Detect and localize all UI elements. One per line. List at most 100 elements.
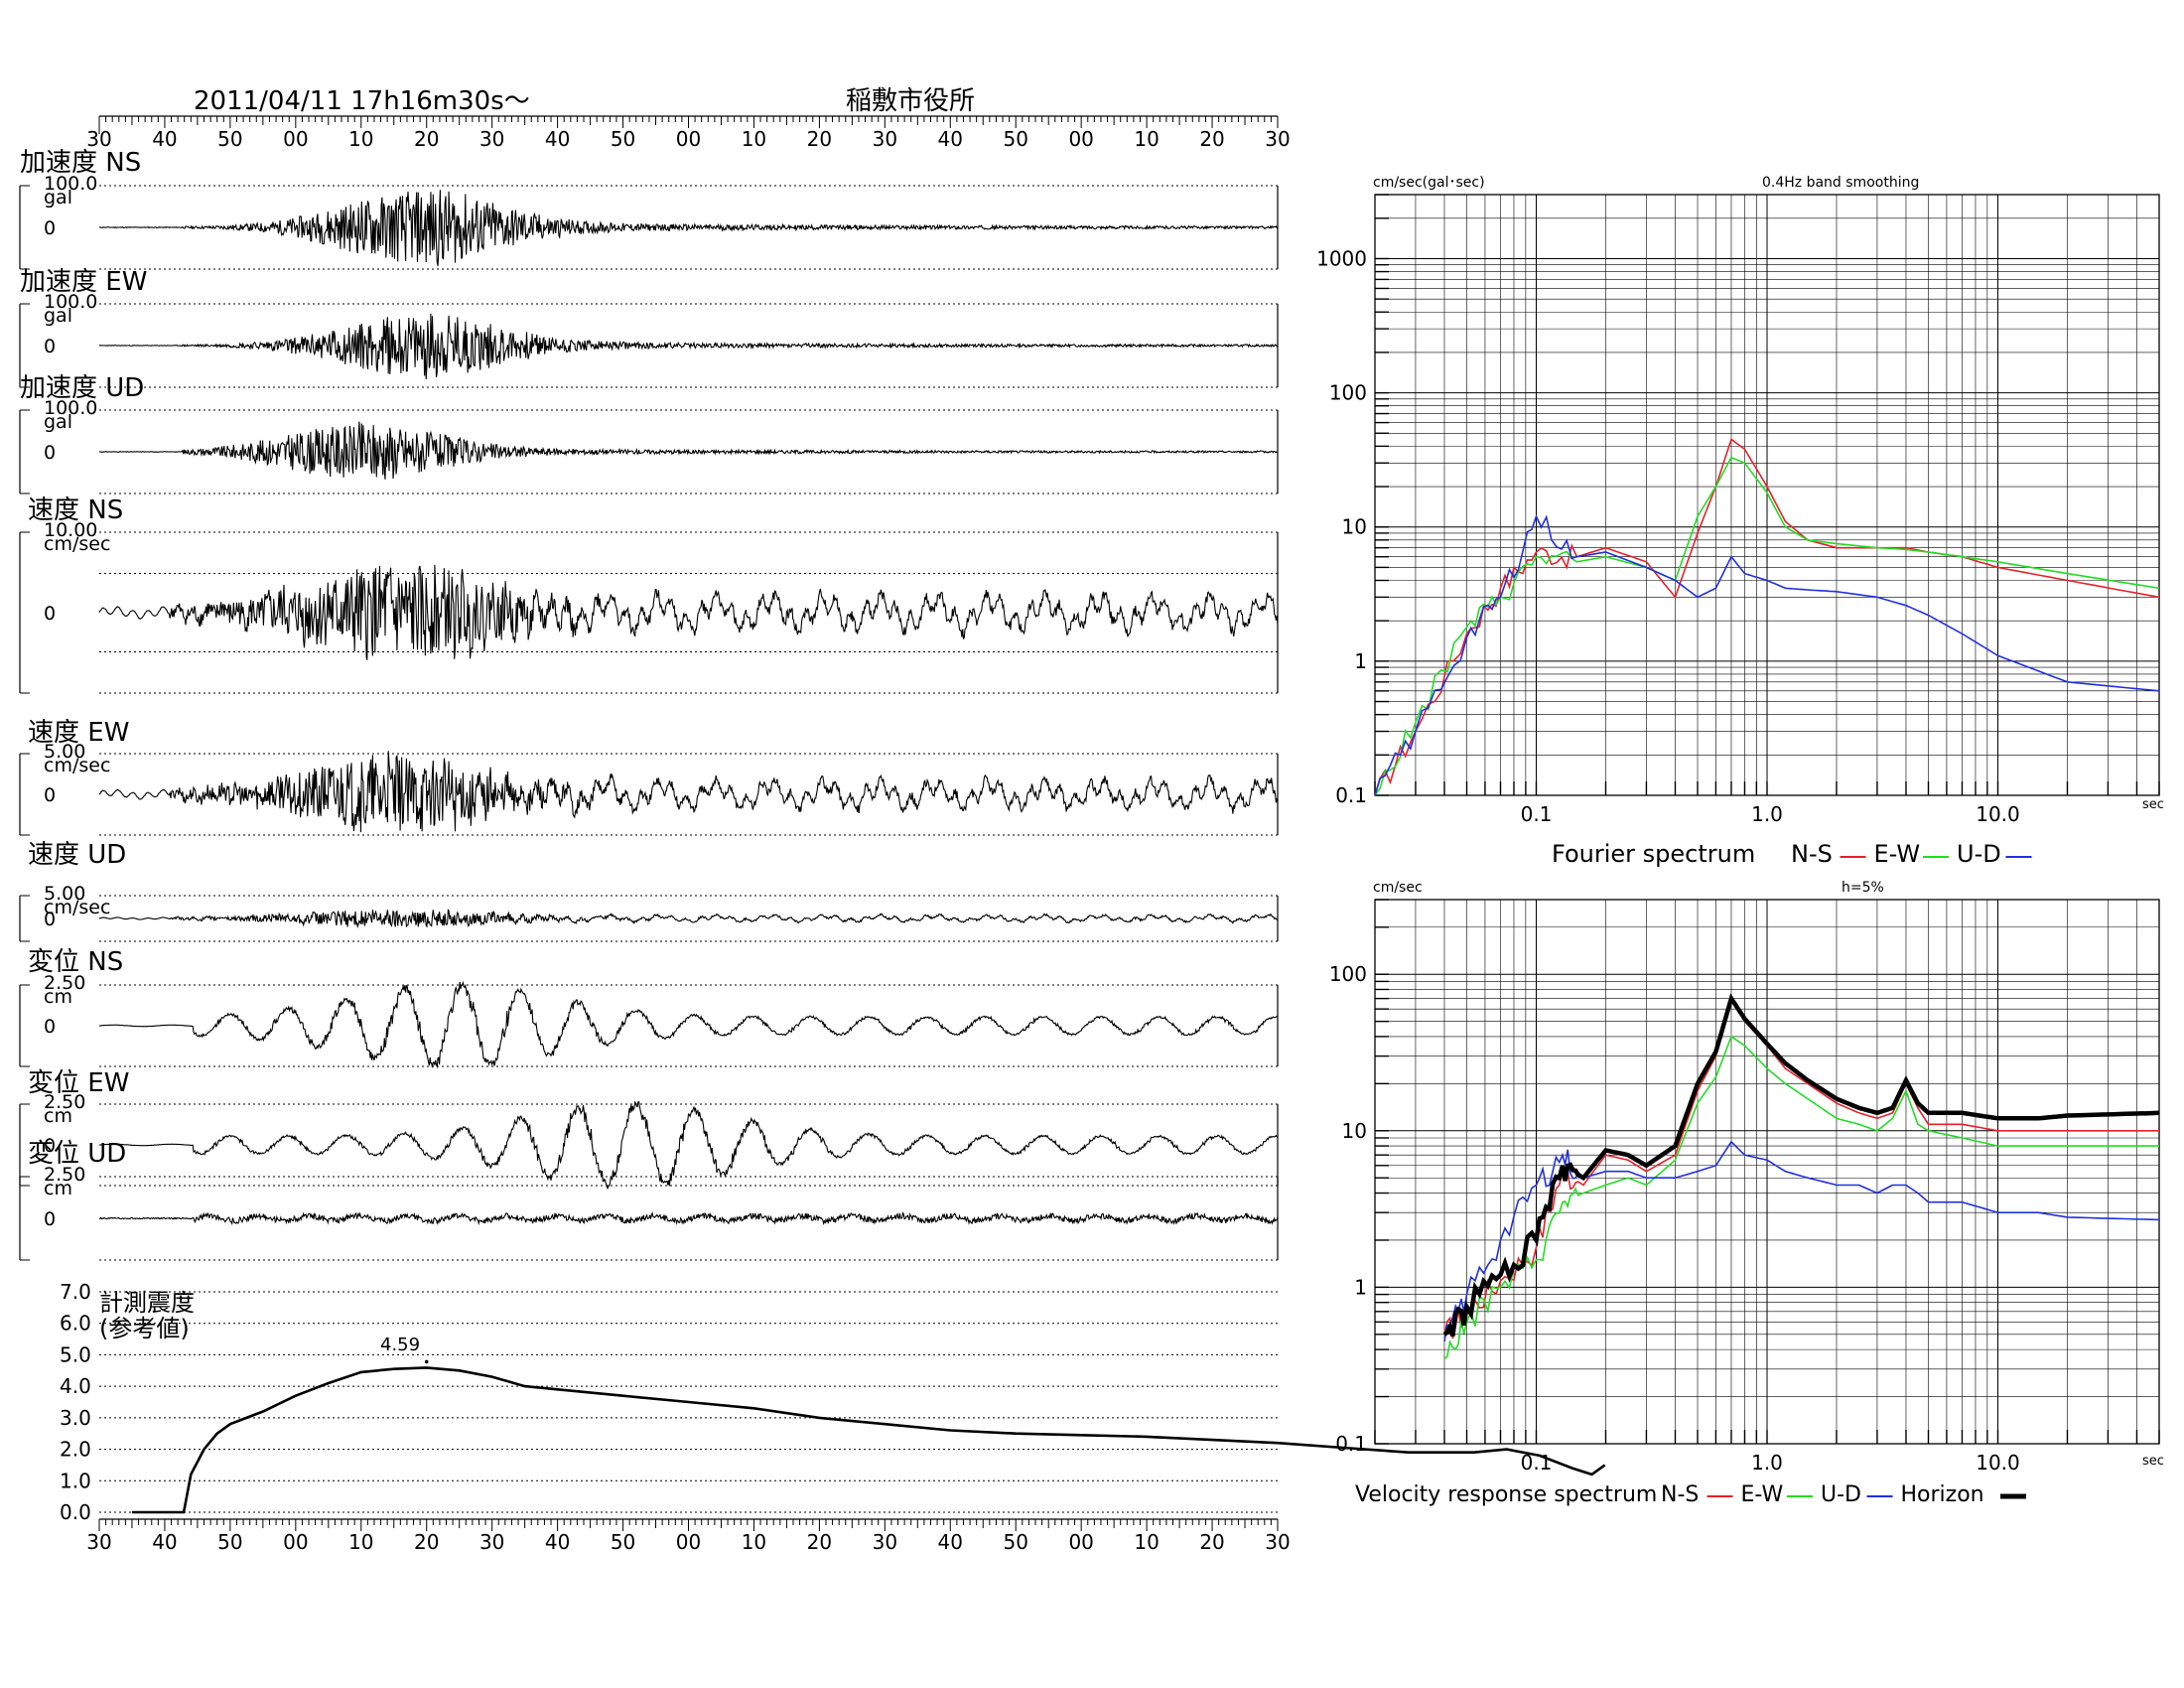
intensity-y-tick: 3.0 bbox=[60, 1406, 91, 1430]
time-tick-label: 50 bbox=[217, 1530, 242, 1554]
panel-title: 速度 UD bbox=[28, 840, 126, 870]
time-tick-label: 50 bbox=[611, 127, 635, 151]
time-tick-label: 30 bbox=[479, 127, 504, 151]
panel-unit: cm/sec bbox=[44, 755, 110, 776]
intensity-y-tick: 0.0 bbox=[60, 1500, 91, 1524]
time-tick-label: 20 bbox=[807, 127, 832, 151]
fourier-legend-label: U-D bbox=[1957, 840, 2001, 868]
time-tick-label: 30 bbox=[86, 1530, 111, 1554]
intensity-title: 計測震度 bbox=[99, 1289, 195, 1317]
time-tick-label: 30 bbox=[1265, 127, 1290, 151]
time-tick-label: 30 bbox=[873, 127, 897, 151]
waveform-trace bbox=[98, 1100, 1279, 1190]
response-y-tick-label: 1 bbox=[1354, 1275, 1367, 1299]
record-datetime: 2011/04/11 17h16m30s～ bbox=[194, 86, 530, 116]
intensity-y-tick: 2.0 bbox=[60, 1438, 91, 1462]
intensity-peak-marker bbox=[424, 1359, 429, 1364]
response-series-horizon bbox=[1442, 993, 2160, 1337]
panel-scale-value: 2.50 bbox=[44, 972, 85, 994]
time-tick-label: 00 bbox=[283, 1530, 308, 1554]
time-tick-label: 20 bbox=[414, 127, 439, 151]
intensity-y-tick: 4.0 bbox=[60, 1374, 91, 1398]
panel-unit: gal bbox=[44, 187, 72, 209]
panel-zero-label: 0 bbox=[44, 336, 56, 357]
intensity-y-tick: 1.0 bbox=[60, 1469, 91, 1492]
time-tick-label: 40 bbox=[545, 127, 570, 151]
time-tick-label: 30 bbox=[1265, 1530, 1290, 1554]
velocity-response-chart: cm/sec h=5% sec Velocity response spectr… bbox=[1329, 880, 2164, 1507]
time-tick-label: 20 bbox=[807, 1530, 832, 1554]
panel-unit: gal bbox=[44, 411, 72, 433]
time-tick-label: 20 bbox=[1199, 127, 1224, 151]
time-tick-label: 40 bbox=[545, 1530, 570, 1554]
panel-title: 加速度 UD bbox=[20, 373, 144, 403]
response-y-tick-label: 100 bbox=[1329, 962, 1367, 986]
time-tick-label: 40 bbox=[938, 1530, 963, 1554]
time-tick-label: 10 bbox=[348, 127, 373, 151]
fourier-y-tick-label: 100 bbox=[1329, 381, 1367, 405]
fourier-y-tick-label: 1000 bbox=[1316, 246, 1367, 270]
fourier-unit-label: cm/sec(gal･sec) bbox=[1373, 175, 1485, 191]
response-series-ns bbox=[1443, 998, 2159, 1339]
panel-title: 速度 EW bbox=[28, 718, 129, 748]
fourier-x-unit: sec bbox=[2142, 797, 2164, 812]
panel-title: 変位 EW bbox=[28, 1068, 129, 1098]
time-tick-label: 20 bbox=[1199, 1530, 1224, 1554]
intensity-y-tick: 5.0 bbox=[60, 1342, 91, 1366]
time-tick-label: 40 bbox=[938, 127, 963, 151]
response-x-tick-label: 10.0 bbox=[1976, 1451, 2020, 1475]
response-legend-label: Horizon bbox=[1901, 1482, 1984, 1507]
panel-zero-label: 0 bbox=[44, 442, 56, 464]
panel-title: 加速度 EW bbox=[20, 267, 147, 297]
panel-unit: cm bbox=[44, 986, 72, 1008]
waveform-trace bbox=[98, 421, 1279, 480]
response-x-unit: sec bbox=[2142, 1454, 2164, 1469]
time-tick-label: 10 bbox=[1134, 1530, 1159, 1554]
fourier-series-ud bbox=[1374, 513, 2160, 796]
time-tick-label: 50 bbox=[217, 127, 242, 151]
response-legend-label: E-W bbox=[1741, 1482, 1784, 1507]
fourier-y-tick-label: 1 bbox=[1354, 649, 1367, 673]
response-x-tick-label: 0.1 bbox=[1521, 1451, 1553, 1475]
waveform-trace bbox=[98, 751, 1279, 833]
time-tick-label: 10 bbox=[1134, 127, 1159, 151]
intensity-subtitle: (参考値) bbox=[99, 1315, 190, 1342]
response-legend-label: U-D bbox=[1821, 1482, 1861, 1507]
fourier-series-ew bbox=[1374, 456, 2160, 796]
panel-title: 変位 UD bbox=[28, 1139, 126, 1169]
intensity-line bbox=[132, 1366, 1606, 1514]
panel-title: 変位 NS bbox=[28, 947, 123, 977]
panel-title: 速度 NS bbox=[28, 495, 123, 525]
response-legend-label: N-S bbox=[1661, 1482, 1699, 1507]
time-tick-label: 00 bbox=[676, 1530, 701, 1554]
panel-unit: gal bbox=[44, 305, 72, 327]
time-tick-label: 30 bbox=[873, 1530, 897, 1554]
panel-unit: cm/sec bbox=[44, 897, 110, 918]
fourier-legend-label: N-S bbox=[1791, 840, 1833, 868]
waveform-trace bbox=[98, 564, 1279, 660]
waveform-trace bbox=[98, 1211, 1279, 1226]
panel-scale-value: 100.0 bbox=[44, 397, 97, 419]
panel-unit: cm bbox=[44, 1105, 72, 1127]
panel-zero-label: 0 bbox=[44, 784, 56, 806]
time-tick-label: 10 bbox=[348, 1530, 373, 1554]
panel-scale-value: 5.00 bbox=[44, 883, 85, 905]
panel-scale-value: 2.50 bbox=[44, 1091, 85, 1113]
panel-zero-label: 0 bbox=[44, 1016, 56, 1038]
response-series-ew bbox=[1443, 1035, 2159, 1359]
intensity-chart: 計測震度 (参考値) 4.59 7.0 6.0 5.0 4.0 3.0 2.0 1.0 0.0 bbox=[60, 1280, 1606, 1524]
response-x-tick-label: 1.0 bbox=[1751, 1451, 1783, 1475]
time-tick-label: 50 bbox=[1003, 1530, 1027, 1554]
panel-title: 加速度 NS bbox=[20, 148, 141, 178]
fourier-legend-label: E-W bbox=[1874, 840, 1921, 868]
fourier-x-tick-label: 1.0 bbox=[1751, 802, 1783, 826]
response-y-tick-label: 0.1 bbox=[1335, 1432, 1367, 1456]
fourier-y-tick-label: 0.1 bbox=[1335, 783, 1367, 807]
